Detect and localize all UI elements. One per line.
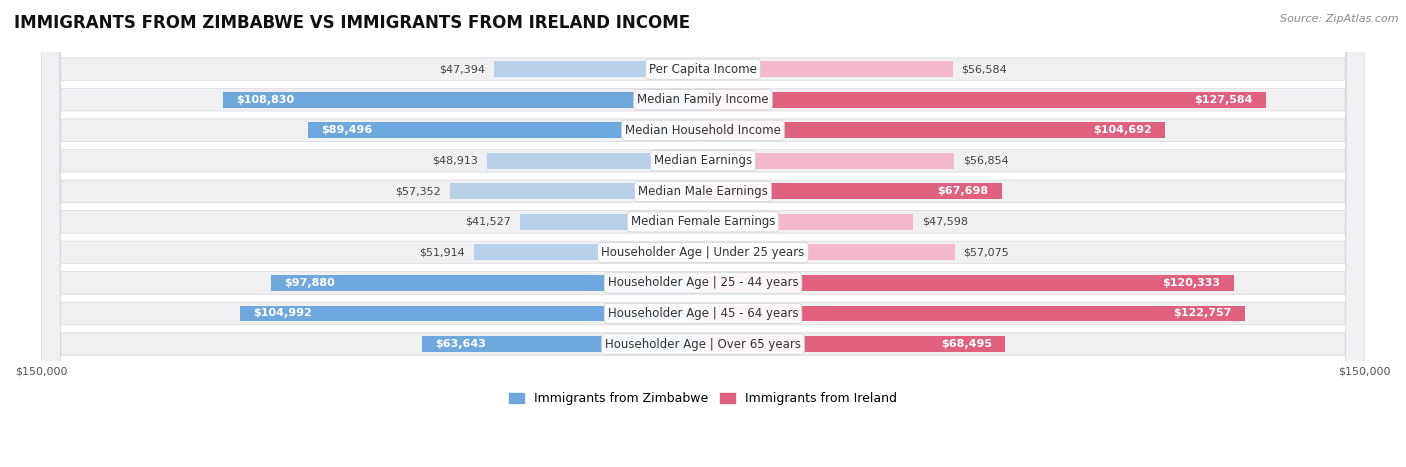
Legend: Immigrants from Zimbabwe, Immigrants from Ireland: Immigrants from Zimbabwe, Immigrants fro… [503, 387, 903, 410]
Bar [474, 244, 703, 260]
Bar [703, 336, 1005, 352]
Bar [703, 153, 953, 169]
Text: $127,584: $127,584 [1194, 95, 1253, 105]
Bar [703, 244, 955, 260]
Text: Householder Age | 45 - 64 years: Householder Age | 45 - 64 years [607, 307, 799, 320]
Bar [271, 275, 703, 291]
Text: $122,757: $122,757 [1173, 309, 1232, 318]
Text: $47,598: $47,598 [922, 217, 967, 227]
Text: $47,394: $47,394 [439, 64, 485, 74]
Text: Per Capita Income: Per Capita Income [650, 63, 756, 76]
FancyBboxPatch shape [41, 0, 1365, 467]
Bar [703, 305, 1244, 321]
Text: $41,527: $41,527 [465, 217, 510, 227]
Text: $56,854: $56,854 [963, 156, 1008, 166]
Text: $51,914: $51,914 [419, 248, 465, 257]
Bar [703, 214, 912, 230]
Text: $56,584: $56,584 [962, 64, 1007, 74]
Text: Householder Age | Under 25 years: Householder Age | Under 25 years [602, 246, 804, 259]
Bar [703, 61, 953, 77]
Bar [422, 336, 703, 352]
FancyBboxPatch shape [41, 0, 1365, 467]
Text: Median Family Income: Median Family Income [637, 93, 769, 106]
Bar [308, 122, 703, 138]
FancyBboxPatch shape [41, 0, 1365, 467]
Text: $67,698: $67,698 [938, 186, 988, 196]
Bar [703, 275, 1234, 291]
Bar [703, 122, 1164, 138]
Text: $68,495: $68,495 [941, 339, 993, 349]
Text: $57,075: $57,075 [963, 248, 1010, 257]
FancyBboxPatch shape [41, 0, 1365, 467]
Text: Median Female Earnings: Median Female Earnings [631, 215, 775, 228]
FancyBboxPatch shape [41, 0, 1365, 467]
FancyBboxPatch shape [41, 0, 1365, 467]
Text: $97,880: $97,880 [284, 278, 335, 288]
Text: $120,333: $120,333 [1163, 278, 1220, 288]
Bar [488, 153, 703, 169]
Bar [450, 184, 703, 199]
Text: $104,992: $104,992 [253, 309, 312, 318]
Text: $57,352: $57,352 [395, 186, 441, 196]
FancyBboxPatch shape [41, 0, 1365, 467]
Text: Median Household Income: Median Household Income [626, 124, 780, 137]
Text: Householder Age | 25 - 44 years: Householder Age | 25 - 44 years [607, 276, 799, 290]
Bar [494, 61, 703, 77]
Bar [240, 305, 703, 321]
Text: $108,830: $108,830 [236, 95, 294, 105]
FancyBboxPatch shape [41, 0, 1365, 467]
FancyBboxPatch shape [41, 0, 1365, 467]
Bar [703, 92, 1265, 107]
Text: Householder Age | Over 65 years: Householder Age | Over 65 years [605, 338, 801, 351]
Text: Median Male Earnings: Median Male Earnings [638, 185, 768, 198]
FancyBboxPatch shape [41, 0, 1365, 467]
Bar [703, 184, 1001, 199]
Text: $63,643: $63,643 [436, 339, 486, 349]
Bar [224, 92, 703, 107]
Text: $48,913: $48,913 [433, 156, 478, 166]
Text: Source: ZipAtlas.com: Source: ZipAtlas.com [1281, 14, 1399, 24]
Text: $89,496: $89,496 [322, 125, 373, 135]
Text: IMMIGRANTS FROM ZIMBABWE VS IMMIGRANTS FROM IRELAND INCOME: IMMIGRANTS FROM ZIMBABWE VS IMMIGRANTS F… [14, 14, 690, 32]
Bar [520, 214, 703, 230]
Text: $104,692: $104,692 [1092, 125, 1152, 135]
Text: Median Earnings: Median Earnings [654, 154, 752, 167]
